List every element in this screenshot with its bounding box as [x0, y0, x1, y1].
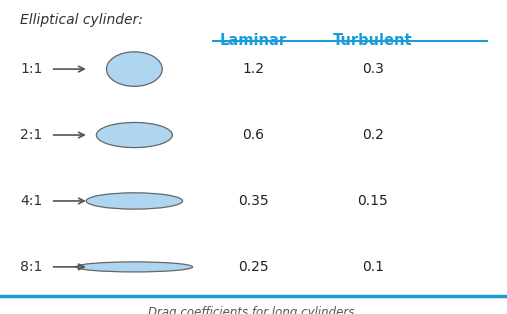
Text: 1:1: 1:1 — [20, 62, 43, 76]
Text: 1.2: 1.2 — [242, 62, 265, 76]
Text: 0.1: 0.1 — [361, 260, 384, 274]
Text: 0.25: 0.25 — [238, 260, 269, 274]
Text: 0.35: 0.35 — [238, 194, 269, 208]
Text: 2:1: 2:1 — [20, 128, 43, 142]
Text: 0.2: 0.2 — [361, 128, 384, 142]
Text: 0.3: 0.3 — [361, 62, 384, 76]
Text: Drag coefficients for long cylinders.: Drag coefficients for long cylinders. — [149, 306, 358, 314]
Text: Turbulent: Turbulent — [333, 33, 413, 48]
Text: 0.6: 0.6 — [242, 128, 265, 142]
Text: Laminar: Laminar — [220, 33, 287, 48]
Text: 0.15: 0.15 — [357, 194, 388, 208]
Text: 4:1: 4:1 — [20, 194, 43, 208]
Ellipse shape — [86, 193, 183, 209]
Ellipse shape — [76, 262, 193, 272]
Text: Elliptical cylinder:: Elliptical cylinder: — [20, 13, 143, 27]
Text: 8:1: 8:1 — [20, 260, 43, 274]
Ellipse shape — [106, 52, 162, 86]
Ellipse shape — [96, 122, 172, 148]
